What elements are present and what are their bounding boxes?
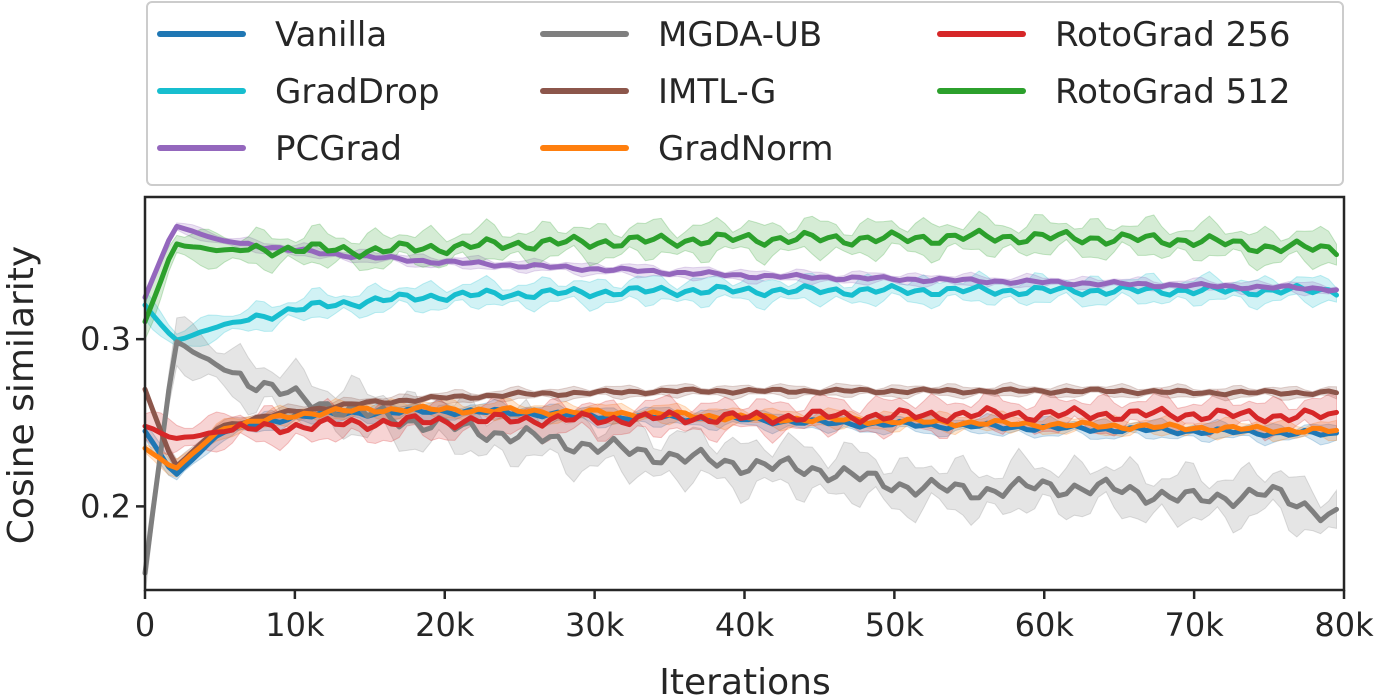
series-lines: [142, 223, 1339, 576]
x-tick-label: 10k: [265, 606, 325, 644]
series-line-imtl-g: [142, 386, 1339, 469]
x-tick-label: 70k: [1165, 606, 1225, 644]
legend-label-rotograd-256: RotoGrad 256: [1055, 15, 1290, 55]
x-tick-label: 20k: [415, 606, 475, 644]
y-axis-label: Cosine similarity: [1, 246, 42, 544]
legend-label-pcgrad: PCGrad: [275, 129, 402, 169]
legend-box: [146, 1, 1344, 186]
series-line-gradnorm: [142, 403, 1339, 471]
y-axis-ticks: 0.2 0.3: [80, 320, 145, 525]
x-tick-label: 60k: [1015, 606, 1075, 644]
series-line-pcgrad: [142, 223, 1339, 300]
x-tick-label: 40k: [715, 606, 775, 644]
legend-label-gradnorm: GradNorm: [658, 129, 833, 169]
legend-label-graddrop: GradDrop: [275, 72, 440, 112]
x-tick-label: 0: [135, 606, 155, 644]
series-line-rotograd-512: [142, 227, 1339, 325]
legend: Vanilla GradDrop PCGrad MGDA-UB IMTL-G GradNo…: [157, 15, 1290, 169]
legend-label-rotograd-512: RotoGrad 512: [1055, 72, 1290, 112]
x-axis-ticks: 0 10k 20k 30k 40k 50k 60k 70k 80k: [135, 590, 1374, 644]
x-tick-label: 80k: [1314, 606, 1374, 644]
legend-label-mgda-ub: MGDA-UB: [658, 15, 822, 55]
y-tick-label: 0.2: [80, 487, 131, 525]
series-line-rotograd-256: [142, 405, 1339, 441]
x-tick-label: 50k: [865, 606, 925, 644]
y-tick-label: 0.3: [80, 320, 131, 358]
legend-label-imtl-g: IMTL-G: [658, 72, 776, 112]
series-line-mgda-ub: [142, 339, 1339, 576]
x-axis-label: Iterations: [659, 662, 830, 700]
band-mgda-ub: [144, 316, 1337, 596]
x-tick-label: 30k: [565, 606, 625, 644]
series-line-graddrop: [142, 282, 1339, 343]
legend-label-vanilla: Vanilla: [275, 15, 387, 55]
